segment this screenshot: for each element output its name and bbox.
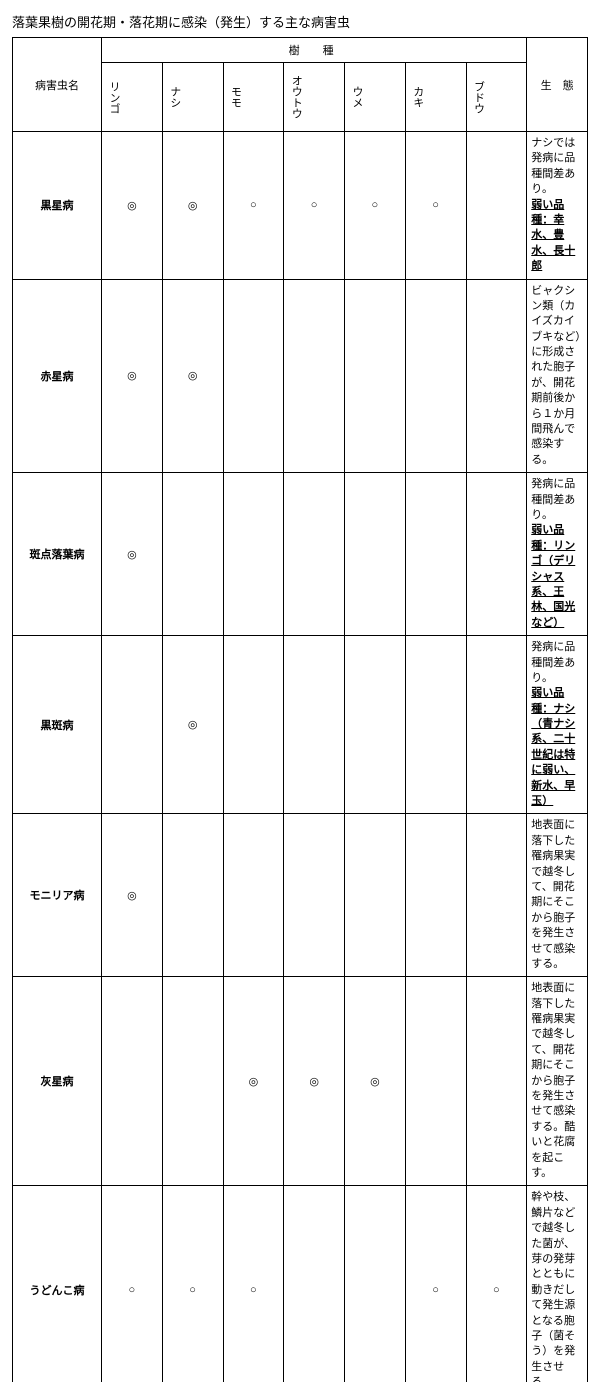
mark-cell: ◎ [223, 977, 284, 1186]
table-row: モニリア病◎ 地表面に落下した罹病果実で越冬して、開花期にそこから胞子を発生させて… [13, 814, 588, 977]
mark-cell: ◎ [162, 636, 223, 814]
col-header-species-0: リンゴ [102, 63, 163, 132]
table-row: 黒斑病 ◎ 発病に品種間差あり。弱い品種：ナシ（青ナシ系、二十世紀は特に弱い、新水、… [13, 636, 588, 814]
mark-cell [466, 279, 527, 473]
table-row: 灰星病◎◎◎地表面に落下した罹病果実で越冬して、開花期にそこから胞子を発生させて… [13, 977, 588, 1186]
ecology-cell: 地表面に落下した罹病果実で越冬して、開花期にそこから胞子を発生させて感染する。 [527, 814, 588, 977]
pest-name: 灰星病 [13, 977, 102, 1186]
mark-cell [223, 279, 284, 473]
mark-cell: ○ [405, 1186, 466, 1382]
col-header-species-1: ナシ [162, 63, 223, 132]
mark-cell: ○ [102, 1186, 163, 1382]
mark-cell: ◎ [102, 814, 163, 977]
mark-cell [102, 636, 163, 814]
col-header-species-6: ブドウ [466, 63, 527, 132]
mark-cell [162, 473, 223, 636]
mark-cell [405, 636, 466, 814]
mark-cell [405, 279, 466, 473]
col-header-species-4: ウメ [345, 63, 406, 132]
mark-cell [466, 473, 527, 636]
mark-cell: ○ [405, 132, 466, 280]
mark-cell: ○ [284, 132, 345, 280]
table-row: 斑点落葉病◎ 発病に品種間差あり。弱い品種：リンゴ（デリシャス系、王林、国光など） [13, 473, 588, 636]
mark-cell [345, 1186, 406, 1382]
mark-cell [345, 814, 406, 977]
table-row: 赤星病◎◎ビャクシン類（カイズカイブキなど）に形成された胞子が、開花期前後から１… [13, 279, 588, 473]
col-header-ecology: 生 態 [527, 38, 588, 132]
mark-cell [284, 279, 345, 473]
pest-table: 病害虫名 樹 種 生 態 リンゴナシモモオウトウウメカキブドウ 黒星病◎◎○○○… [12, 37, 588, 1382]
mark-cell [345, 279, 406, 473]
col-header-name: 病害虫名 [13, 38, 102, 132]
mark-cell [284, 814, 345, 977]
mark-cell [223, 636, 284, 814]
mark-cell: ○ [223, 1186, 284, 1382]
mark-cell [345, 636, 406, 814]
mark-cell: ◎ [345, 977, 406, 1186]
pest-name: 黒斑病 [13, 636, 102, 814]
pest-name: うどんこ病 [13, 1186, 102, 1382]
table-row: 黒星病◎◎○○○○ナシでは発病に品種間差あり。弱い品種：幸水、豊水、長十郎 [13, 132, 588, 280]
table-row: うどんこ病○○○○○幹や枝、鱗片などで越冬した菌が、芽の発芽とともに動きだして発… [13, 1186, 588, 1382]
mark-cell: ○ [345, 132, 406, 280]
mark-cell [405, 814, 466, 977]
pest-name: 黒星病 [13, 132, 102, 280]
pest-name: 赤星病 [13, 279, 102, 473]
ecology-cell: 地表面に落下した罹病果実で越冬して、開花期にそこから胞子を発生させて感染する。酷… [527, 977, 588, 1186]
mark-cell: ◎ [162, 279, 223, 473]
mark-cell [405, 473, 466, 636]
ecology-cell: ナシでは発病に品種間差あり。弱い品種：幸水、豊水、長十郎 [527, 132, 588, 280]
ecology-cell: 発病に品種間差あり。弱い品種：リンゴ（デリシャス系、王林、国光など） [527, 473, 588, 636]
mark-cell [284, 473, 345, 636]
pest-name: モニリア病 [13, 814, 102, 977]
mark-cell: ◎ [102, 132, 163, 280]
mark-cell [466, 636, 527, 814]
pest-name: 斑点落葉病 [13, 473, 102, 636]
mark-cell: ◎ [102, 473, 163, 636]
mark-cell: ○ [466, 1186, 527, 1382]
mark-cell [466, 132, 527, 280]
mark-cell [405, 977, 466, 1186]
mark-cell: ○ [162, 1186, 223, 1382]
table-body: 黒星病◎◎○○○○ナシでは発病に品種間差あり。弱い品種：幸水、豊水、長十郎赤星病… [13, 132, 588, 1382]
mark-cell [223, 473, 284, 636]
col-header-species-5: カキ [405, 63, 466, 132]
col-header-species-3: オウトウ [284, 63, 345, 132]
mark-cell [466, 977, 527, 1186]
mark-cell [345, 473, 406, 636]
page-title: 落葉果樹の開花期・落花期に感染（発生）する主な病害虫 [12, 12, 588, 31]
mark-cell: ○ [223, 132, 284, 280]
mark-cell [466, 814, 527, 977]
col-header-species-2: モモ [223, 63, 284, 132]
mark-cell: ◎ [102, 279, 163, 473]
mark-cell [162, 977, 223, 1186]
ecology-cell: 発病に品種間差あり。弱い品種：ナシ（青ナシ系、二十世紀は特に弱い、新水、早玉） [527, 636, 588, 814]
ecology-cell: 幹や枝、鱗片などで越冬した菌が、芽の発芽とともに動きだして発生源となる胞子（菌そ… [527, 1186, 588, 1382]
ecology-cell: ビャクシン類（カイズカイブキなど）に形成された胞子が、開花期前後から１か月間飛ん… [527, 279, 588, 473]
mark-cell: ◎ [162, 132, 223, 280]
mark-cell [162, 814, 223, 977]
mark-cell: ◎ [284, 977, 345, 1186]
mark-cell [223, 814, 284, 977]
mark-cell [284, 1186, 345, 1382]
col-header-species-group: 樹 種 [102, 38, 527, 63]
mark-cell [284, 636, 345, 814]
mark-cell [102, 977, 163, 1186]
